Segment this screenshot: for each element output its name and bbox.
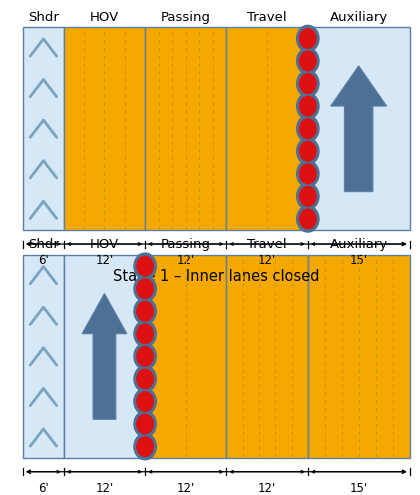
Text: Passing: Passing	[161, 239, 211, 251]
Text: Auxiliary: Auxiliary	[330, 11, 388, 24]
Circle shape	[299, 164, 316, 184]
Circle shape	[134, 276, 156, 302]
Circle shape	[297, 115, 319, 142]
Circle shape	[137, 369, 153, 389]
Text: 15': 15'	[349, 254, 368, 267]
Circle shape	[137, 279, 153, 298]
Text: Shdr: Shdr	[28, 11, 59, 24]
Circle shape	[137, 346, 153, 366]
Bar	[308, 255, 410, 458]
Bar	[226, 255, 308, 458]
Text: 6': 6'	[38, 254, 49, 267]
Circle shape	[299, 119, 316, 139]
Circle shape	[299, 142, 316, 161]
Circle shape	[299, 187, 316, 206]
Bar	[308, 27, 410, 230]
Circle shape	[297, 183, 319, 209]
Circle shape	[137, 437, 153, 456]
Bar	[64, 255, 145, 458]
Circle shape	[134, 321, 156, 347]
Circle shape	[134, 411, 156, 437]
Circle shape	[299, 29, 316, 48]
Text: 12': 12'	[177, 254, 195, 267]
Bar	[23, 255, 64, 458]
Circle shape	[134, 343, 156, 370]
Circle shape	[134, 434, 156, 460]
Circle shape	[297, 206, 319, 232]
Bar	[145, 255, 226, 458]
Text: Passing: Passing	[161, 11, 211, 24]
Circle shape	[134, 389, 156, 415]
Text: Stage 1 – Inner lanes closed: Stage 1 – Inner lanes closed	[113, 269, 320, 284]
Text: Auxiliary: Auxiliary	[330, 239, 388, 251]
Text: Travel: Travel	[247, 239, 287, 251]
Text: 12': 12'	[95, 254, 113, 267]
Circle shape	[297, 93, 319, 119]
Text: HOV: HOV	[90, 11, 119, 24]
Text: 12': 12'	[258, 482, 276, 495]
Circle shape	[299, 74, 316, 94]
Circle shape	[134, 298, 156, 324]
Circle shape	[297, 48, 319, 74]
Circle shape	[137, 301, 153, 321]
Circle shape	[137, 324, 153, 344]
FancyArrow shape	[331, 66, 387, 192]
Text: Shdr: Shdr	[28, 239, 59, 251]
Text: 6': 6'	[38, 482, 49, 495]
Circle shape	[297, 161, 319, 187]
Text: HOV: HOV	[90, 239, 119, 251]
Circle shape	[134, 366, 156, 392]
Circle shape	[137, 392, 153, 411]
FancyArrow shape	[82, 294, 127, 419]
Text: 12': 12'	[258, 254, 276, 267]
Circle shape	[299, 209, 316, 229]
Text: 12': 12'	[95, 482, 113, 495]
Text: Travel: Travel	[247, 11, 287, 24]
Circle shape	[297, 25, 319, 51]
Bar	[64, 27, 145, 230]
Circle shape	[299, 51, 316, 71]
Circle shape	[137, 256, 153, 276]
Bar	[145, 27, 226, 230]
Circle shape	[299, 97, 316, 116]
Circle shape	[134, 253, 156, 279]
Bar	[226, 27, 308, 230]
Bar	[23, 27, 64, 230]
Text: 12': 12'	[177, 482, 195, 495]
Circle shape	[137, 414, 153, 434]
Circle shape	[297, 70, 319, 97]
Text: 15': 15'	[349, 482, 368, 495]
Circle shape	[297, 138, 319, 164]
